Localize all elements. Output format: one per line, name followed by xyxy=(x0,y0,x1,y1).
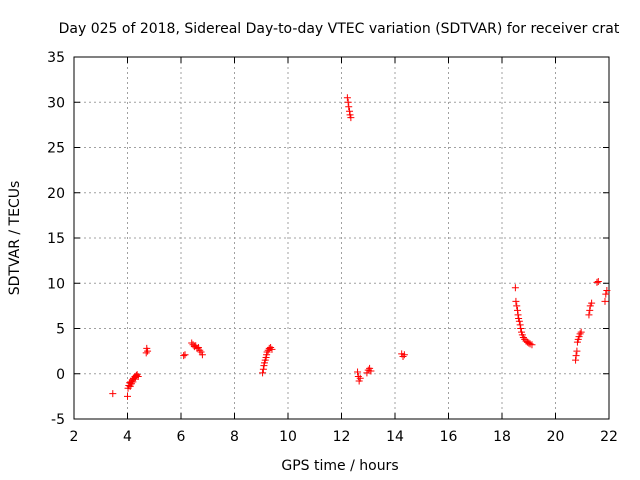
data-point xyxy=(577,328,585,336)
data-point xyxy=(601,297,609,305)
ticks: 2 4 6 8 10 12 14 16 18 20 22 -5 0 5 10 15 20 25 30 35 xyxy=(47,50,618,445)
x-tick-label: 6 xyxy=(177,429,186,445)
data-point xyxy=(133,371,141,379)
data-point xyxy=(344,98,352,106)
data-points xyxy=(109,94,611,400)
y-tick-label: 25 xyxy=(47,141,65,157)
y-tick-label: 20 xyxy=(47,186,65,202)
y-tick-label: 10 xyxy=(47,276,65,292)
y-tick-label: -5 xyxy=(51,412,65,428)
data-point xyxy=(124,392,131,400)
data-point xyxy=(573,347,581,355)
data-point xyxy=(399,353,407,361)
data-point xyxy=(354,368,362,376)
data-point xyxy=(180,352,188,360)
y-axis-label: SDTVAR / TECUs xyxy=(7,181,23,296)
data-point xyxy=(514,311,522,319)
x-tick-label: 16 xyxy=(440,429,458,445)
data-point xyxy=(259,369,267,377)
data-point xyxy=(263,348,271,356)
y-tick-label: 15 xyxy=(47,231,65,247)
y-tick-label: 30 xyxy=(47,95,65,111)
x-axis-label: GPS time / hours xyxy=(281,458,398,474)
data-point xyxy=(572,356,580,364)
data-point xyxy=(525,339,533,347)
data-point xyxy=(134,372,142,380)
data-point xyxy=(181,351,189,359)
data-point xyxy=(267,344,275,352)
x-tick-label: 4 xyxy=(123,429,132,445)
data-point xyxy=(585,311,593,319)
data-point xyxy=(512,297,520,305)
data-point xyxy=(516,321,524,329)
x-tick-label: 12 xyxy=(333,429,351,445)
x-tick-label: 18 xyxy=(493,429,511,445)
data-point xyxy=(400,351,408,359)
x-tick-label: 20 xyxy=(547,429,565,445)
data-point xyxy=(128,380,136,388)
data-point xyxy=(347,114,355,122)
data-point xyxy=(594,277,602,285)
x-tick-label: 2 xyxy=(70,429,79,445)
data-point xyxy=(572,352,580,360)
data-point xyxy=(196,346,204,354)
y-tick-label: 35 xyxy=(47,50,65,66)
data-point xyxy=(345,103,353,111)
data-point xyxy=(144,347,152,355)
data-point xyxy=(142,349,150,357)
x-tick-label: 22 xyxy=(600,429,618,445)
data-point xyxy=(268,345,276,353)
y-tick-label: 0 xyxy=(56,367,65,383)
data-point xyxy=(198,351,206,359)
x-tick-label: 14 xyxy=(386,429,404,445)
data-point xyxy=(602,290,610,298)
chart-title: Day 025 of 2018, Sidereal Day-to-day VTE… xyxy=(59,21,620,37)
data-point xyxy=(356,374,364,382)
data-point xyxy=(367,367,375,375)
data-point xyxy=(593,278,601,286)
data-point xyxy=(109,390,117,398)
data-point xyxy=(517,325,525,332)
x-tick-label: 8 xyxy=(230,429,239,445)
data-point xyxy=(576,330,584,338)
data-point xyxy=(586,306,594,314)
data-point xyxy=(588,299,596,307)
data-point xyxy=(519,334,527,342)
data-point xyxy=(514,306,522,314)
data-point xyxy=(603,286,611,294)
data-point xyxy=(188,339,196,347)
grid xyxy=(74,57,609,419)
y-tick-label: 5 xyxy=(56,322,65,338)
data-point xyxy=(259,365,267,373)
data-point xyxy=(346,107,354,115)
data-point xyxy=(515,317,523,325)
data-point xyxy=(511,284,519,292)
data-point xyxy=(513,302,521,310)
data-point xyxy=(343,94,351,102)
x-tick-label: 10 xyxy=(279,429,297,445)
data-point xyxy=(528,341,536,349)
